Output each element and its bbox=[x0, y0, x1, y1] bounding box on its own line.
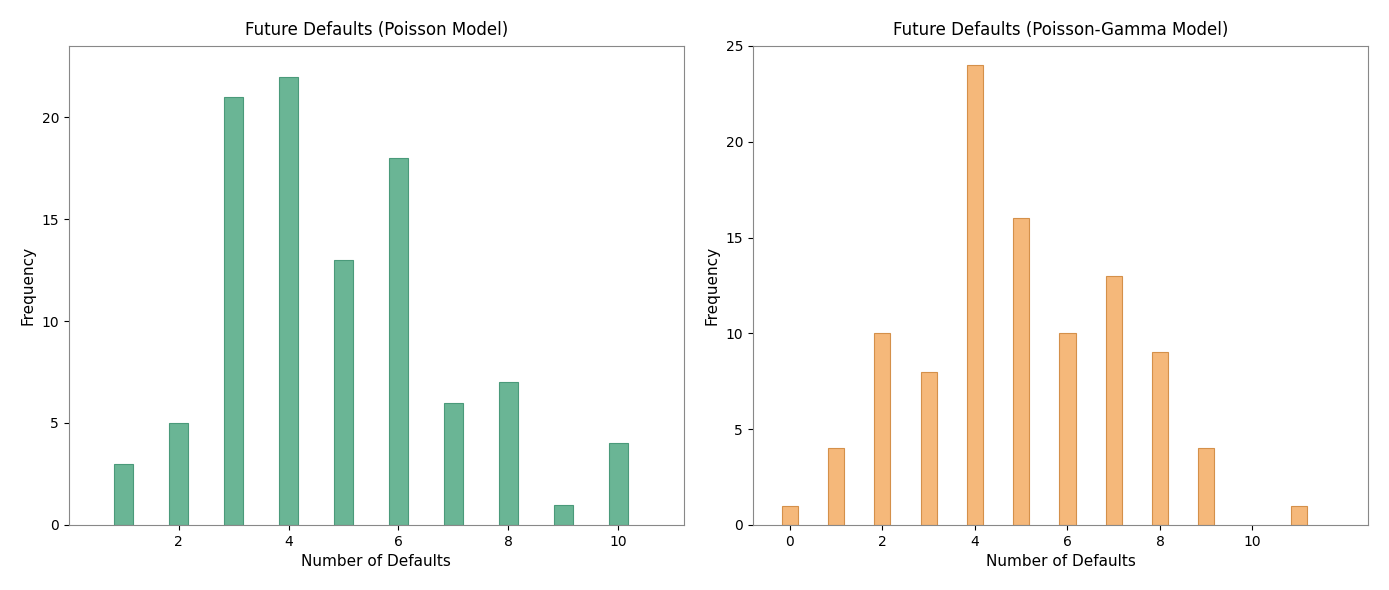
Bar bbox=[554, 504, 572, 525]
Bar bbox=[967, 65, 983, 525]
Title: Future Defaults (Poisson-Gamma Model): Future Defaults (Poisson-Gamma Model) bbox=[893, 21, 1228, 39]
Bar bbox=[1290, 506, 1307, 525]
Title: Future Defaults (Poisson Model): Future Defaults (Poisson Model) bbox=[244, 21, 508, 39]
Bar bbox=[828, 448, 845, 525]
Bar bbox=[1151, 352, 1168, 525]
Bar bbox=[608, 443, 628, 525]
Bar bbox=[443, 402, 463, 525]
Bar bbox=[389, 158, 408, 525]
Bar bbox=[1106, 276, 1122, 525]
Y-axis label: Frequency: Frequency bbox=[21, 246, 36, 325]
X-axis label: Number of Defaults: Number of Defaults bbox=[986, 554, 1135, 569]
Bar bbox=[1013, 218, 1029, 525]
Bar bbox=[1060, 333, 1075, 525]
Bar bbox=[874, 333, 890, 525]
Bar bbox=[921, 372, 936, 525]
Y-axis label: Frequency: Frequency bbox=[704, 246, 720, 325]
Bar bbox=[224, 97, 243, 525]
Bar bbox=[782, 506, 797, 525]
X-axis label: Number of Defaults: Number of Defaults bbox=[301, 554, 451, 569]
Bar bbox=[499, 382, 518, 525]
Bar bbox=[333, 260, 353, 525]
Bar bbox=[114, 464, 133, 525]
Bar bbox=[169, 423, 189, 525]
Bar bbox=[279, 77, 299, 525]
Bar bbox=[1199, 448, 1214, 525]
